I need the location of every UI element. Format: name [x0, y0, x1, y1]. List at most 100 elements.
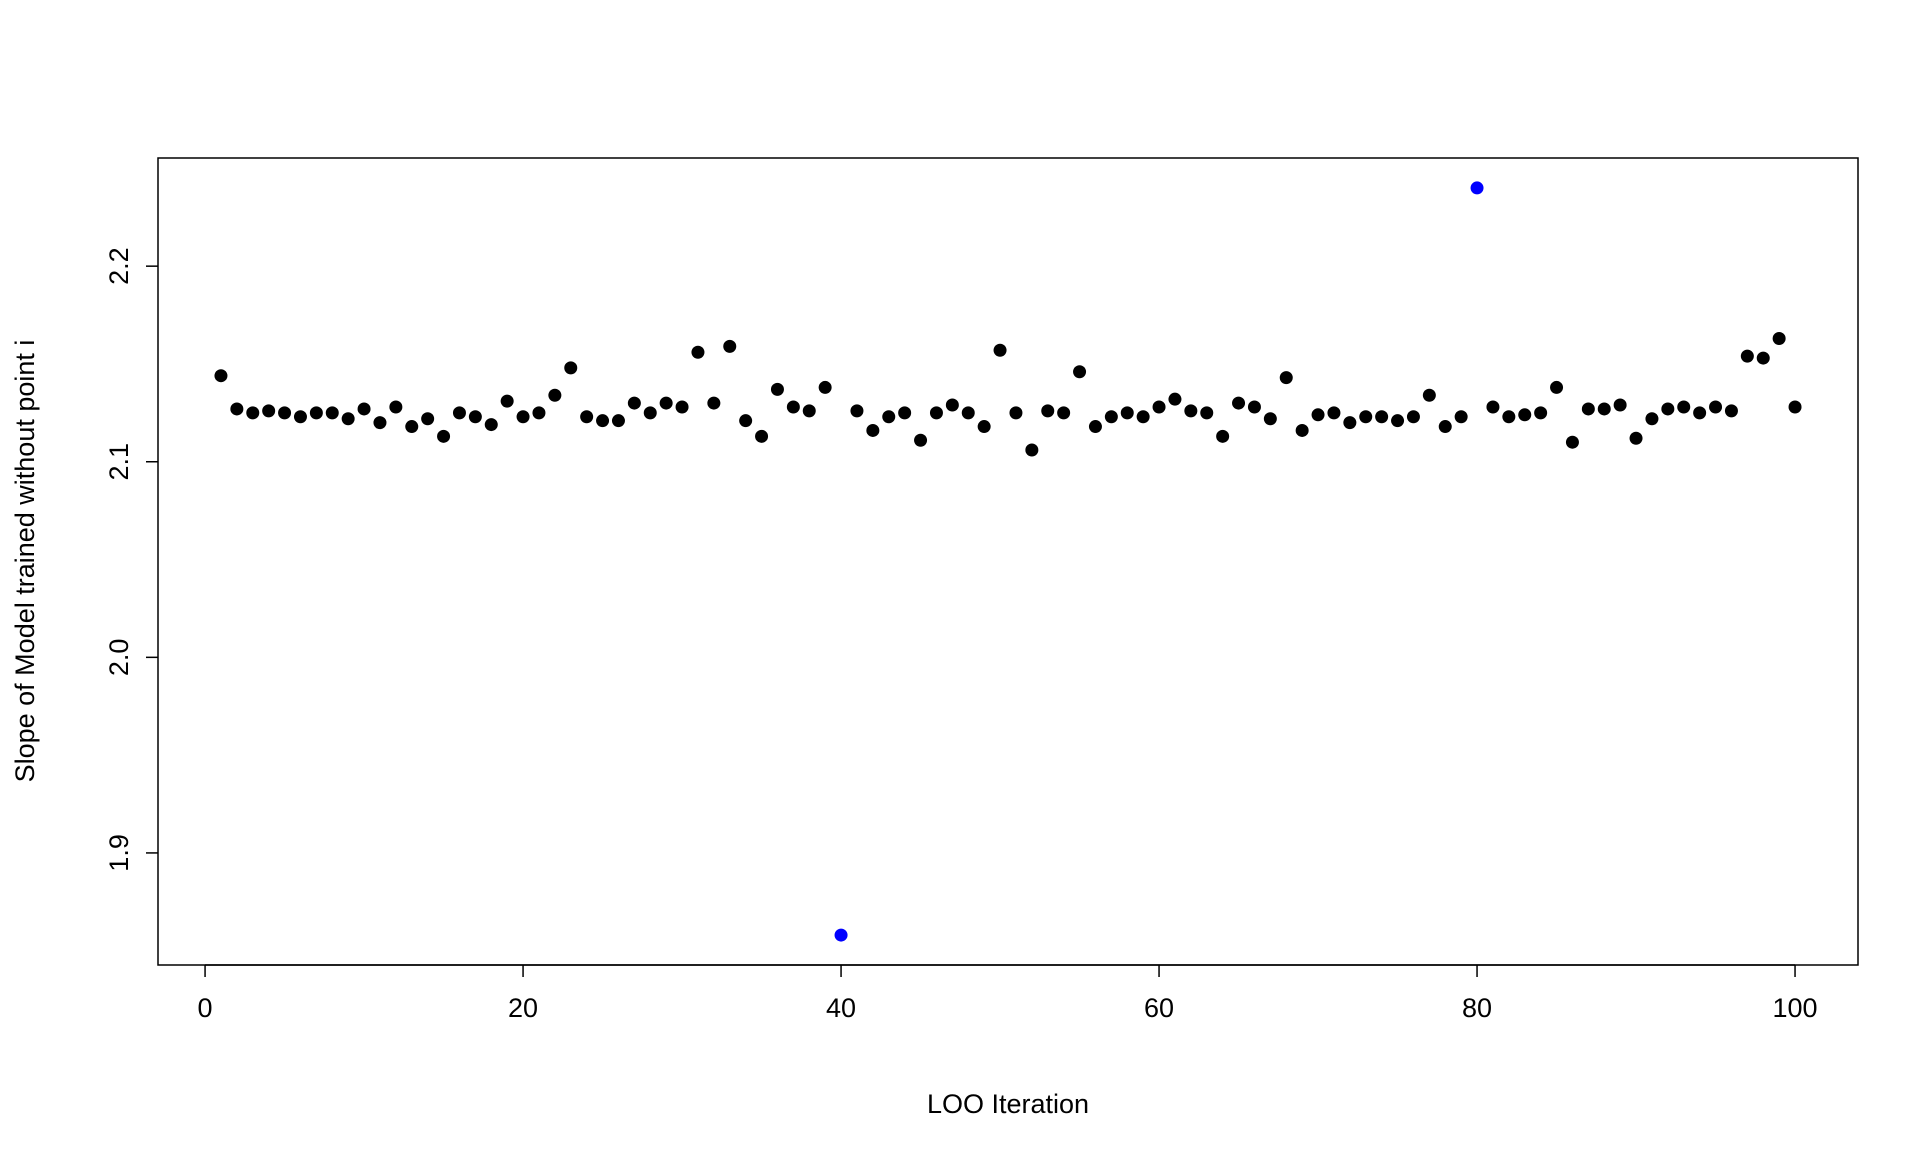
point	[1724, 404, 1738, 418]
point	[755, 429, 769, 443]
point	[596, 414, 610, 428]
point	[1311, 408, 1325, 422]
point	[405, 420, 419, 434]
point	[484, 418, 498, 432]
point	[1263, 412, 1277, 426]
point	[1693, 406, 1707, 420]
point	[1025, 443, 1039, 457]
point	[1359, 410, 1373, 424]
y-axis-label: Slope of Model trained without point i	[10, 340, 40, 783]
point	[293, 410, 307, 424]
point	[230, 402, 244, 416]
y-tick-label: 2.0	[104, 639, 134, 677]
point	[1788, 400, 1802, 414]
point	[993, 343, 1007, 357]
point	[1104, 410, 1118, 424]
point	[309, 406, 323, 420]
point	[961, 406, 975, 420]
point	[1613, 398, 1627, 412]
point	[1740, 349, 1754, 363]
point	[532, 406, 546, 420]
point	[1391, 414, 1405, 428]
point	[278, 406, 292, 420]
point	[357, 402, 371, 416]
point	[898, 406, 912, 420]
point	[373, 416, 387, 430]
point	[818, 380, 832, 394]
x-axis-label: LOO Iteration	[927, 1089, 1089, 1119]
point	[866, 423, 880, 437]
point	[611, 414, 625, 428]
point	[1200, 406, 1214, 420]
point	[1247, 400, 1261, 414]
point	[1454, 410, 1468, 424]
point	[421, 412, 435, 426]
point	[1438, 420, 1452, 434]
point	[262, 404, 276, 418]
point	[500, 394, 514, 408]
point	[1057, 406, 1071, 420]
point	[1772, 332, 1786, 346]
point	[389, 400, 403, 414]
point	[1375, 410, 1389, 424]
point	[1422, 388, 1436, 402]
point	[929, 406, 943, 420]
point	[739, 414, 753, 428]
point	[325, 406, 339, 420]
point	[834, 928, 848, 942]
point	[1041, 404, 1055, 418]
point	[1216, 429, 1230, 443]
point	[691, 345, 705, 359]
point	[1565, 435, 1579, 449]
x-tick-label: 80	[1462, 993, 1492, 1023]
point	[723, 339, 737, 353]
x-tick-label: 100	[1773, 993, 1818, 1023]
point	[850, 404, 864, 418]
point	[1120, 406, 1134, 420]
point	[627, 396, 641, 410]
point	[659, 396, 673, 410]
point	[1645, 412, 1659, 426]
point	[1502, 410, 1516, 424]
x-tick-label: 0	[198, 993, 213, 1023]
point	[1756, 351, 1770, 365]
point	[1343, 416, 1357, 430]
point	[1088, 420, 1102, 434]
point	[1009, 406, 1023, 420]
point	[643, 406, 657, 420]
point	[675, 400, 689, 414]
point	[1677, 400, 1691, 414]
point	[548, 388, 562, 402]
point	[914, 433, 928, 447]
point	[945, 398, 959, 412]
y-tick-label: 2.1	[104, 443, 134, 481]
plot-frame	[157, 157, 1859, 966]
point	[580, 410, 594, 424]
point	[707, 396, 721, 410]
point	[1168, 392, 1182, 406]
point	[1470, 181, 1484, 195]
point	[437, 429, 451, 443]
y-tick-label: 1.9	[104, 834, 134, 872]
point	[882, 410, 896, 424]
point	[1327, 406, 1341, 420]
x-tick-label: 20	[508, 993, 538, 1023]
point	[1279, 371, 1293, 385]
point	[564, 361, 578, 375]
point	[1550, 380, 1564, 394]
y-tick-label: 2.2	[104, 247, 134, 285]
point	[1534, 406, 1548, 420]
point	[1581, 402, 1595, 416]
point	[214, 369, 228, 383]
point	[1597, 402, 1611, 416]
point	[1661, 402, 1675, 416]
point	[1486, 400, 1500, 414]
point	[452, 406, 466, 420]
point	[468, 410, 482, 424]
point	[1232, 396, 1246, 410]
point	[1073, 365, 1087, 379]
point	[1152, 400, 1166, 414]
point	[1709, 400, 1723, 414]
point	[1295, 423, 1309, 437]
